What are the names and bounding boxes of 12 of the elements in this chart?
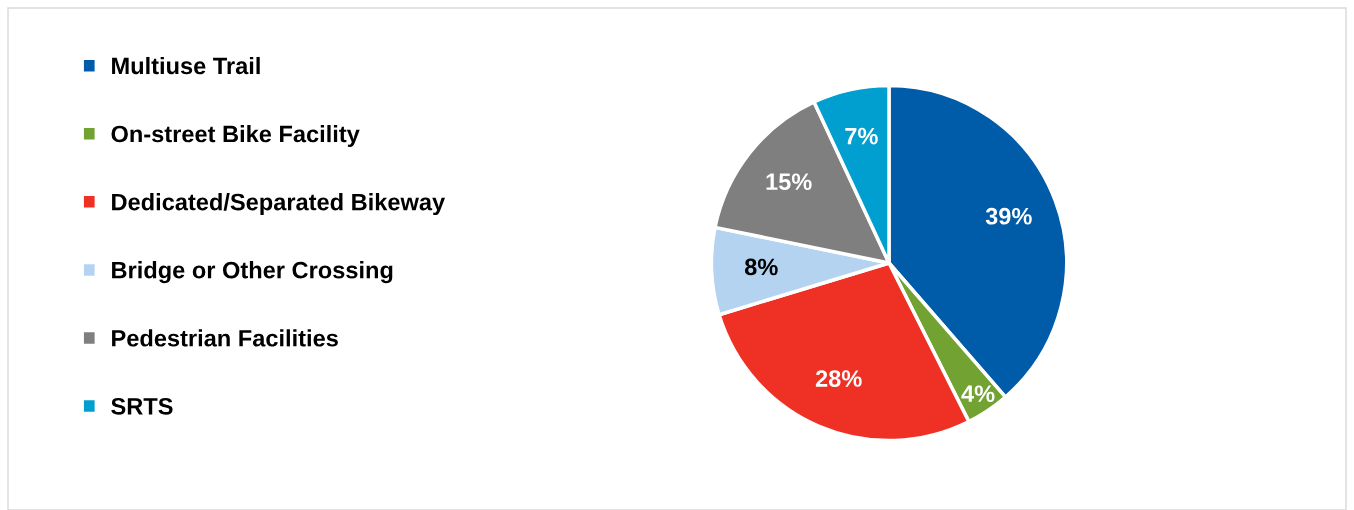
legend-label: SRTS <box>111 397 173 415</box>
data-label: 4% <box>961 385 995 403</box>
data-label: 28% <box>815 370 862 387</box>
legend-label: Bridge or Other Crossing <box>112 261 393 284</box>
data-label: 39% <box>985 207 1032 225</box>
legend-label: Dedicated/Separated Bikeway <box>112 193 446 216</box>
legend-label: On-street Bike Facility <box>111 125 360 148</box>
legend-label: Pedestrian Facilities <box>112 329 338 347</box>
data-label: 7% <box>845 127 878 145</box>
data-label: 15% <box>766 173 812 191</box>
legend-label: Multiuse Trail <box>112 56 260 75</box>
data-label: 8% <box>744 258 778 276</box>
